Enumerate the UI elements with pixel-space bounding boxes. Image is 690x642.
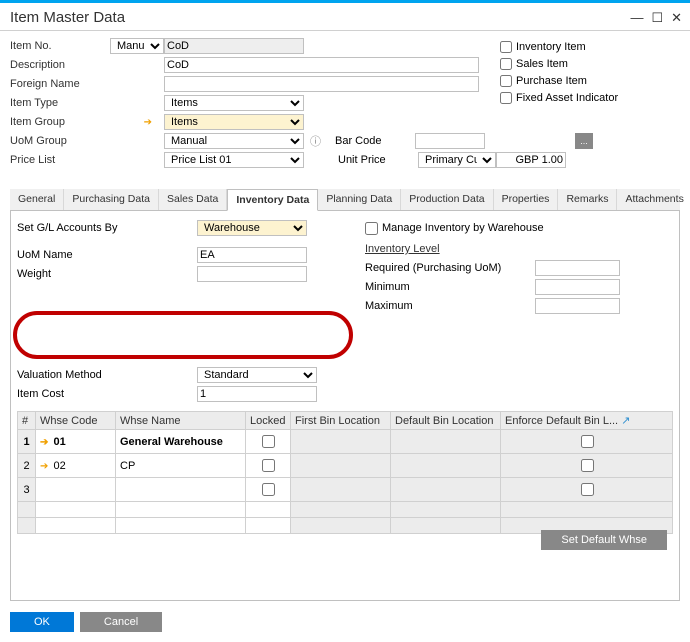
warehouse-grid[interactable]: # Whse Code Whse Name Locked First Bin L… <box>17 411 673 534</box>
foreign-name-input[interactable] <box>164 76 479 92</box>
tab-purchasing[interactable]: Purchasing Data <box>64 189 159 210</box>
item-cost-label: Item Cost <box>17 388 197 400</box>
item-type-label: Item Type <box>10 97 110 109</box>
minimize-icon[interactable]: — <box>630 10 643 26</box>
locked-checkbox[interactable] <box>262 483 275 496</box>
item-group-label: Item Group <box>10 116 110 128</box>
item-flags: Inventory Item Sales Item Purchase Item … <box>500 39 618 107</box>
tab-attachments[interactable]: Attachments <box>617 189 690 210</box>
col-first-bin[interactable]: First Bin Location <box>291 412 391 430</box>
bar-code-input[interactable] <box>415 133 485 149</box>
required-label: Required (Purchasing UoM) <box>365 262 535 274</box>
uom-name-input[interactable] <box>197 247 307 263</box>
table-row[interactable]: 1➔ 01General Warehouse <box>18 430 673 454</box>
col-locked[interactable]: Locked <box>246 412 291 430</box>
uom-group-select[interactable]: Manual <box>164 133 304 149</box>
enforce-bin-checkbox[interactable] <box>581 435 594 448</box>
table-row[interactable]: 3 <box>18 478 673 502</box>
description-label: Description <box>10 59 110 71</box>
weight-input[interactable] <box>197 266 307 282</box>
item-cost-input[interactable] <box>197 386 317 402</box>
tab-planning[interactable]: Planning Data <box>318 189 401 210</box>
sales-item-checkbox[interactable] <box>500 58 512 70</box>
bar-code-label: Bar Code <box>335 135 415 147</box>
col-enforce-bin[interactable]: Enforce Default Bin L... ↗ <box>501 412 673 430</box>
col-whse-code[interactable]: Whse Code <box>36 412 116 430</box>
minimum-input[interactable] <box>535 279 620 295</box>
price-list-select[interactable]: Price List 01 <box>164 152 304 168</box>
cancel-button[interactable]: Cancel <box>80 612 162 632</box>
required-input[interactable] <box>535 260 620 276</box>
info-icon[interactable]: ⓘ <box>310 133 321 149</box>
manage-by-whse-checkbox[interactable] <box>365 222 378 235</box>
tab-general[interactable]: General <box>10 189 64 210</box>
barcode-lookup-button[interactable]: ... <box>575 133 593 149</box>
item-no-mode-select[interactable]: Manual <box>110 38 164 54</box>
ok-button[interactable]: OK <box>10 612 74 632</box>
locked-checkbox[interactable] <box>262 459 275 472</box>
link-arrow-icon[interactable]: ➔ <box>144 117 152 128</box>
table-row[interactable]: 2➔ 02CP <box>18 454 673 478</box>
titlebar: Item Master Data — ☐ ✕ <box>0 3 690 31</box>
enforce-bin-checkbox[interactable] <box>581 459 594 472</box>
highlight-annotation <box>13 311 353 359</box>
window-title: Item Master Data <box>10 9 125 26</box>
unit-price-label: Unit Price <box>338 154 418 166</box>
set-gl-select[interactable]: Warehouse <box>197 220 307 236</box>
set-gl-label: Set G/L Accounts By <box>17 222 197 234</box>
expand-grid-icon[interactable]: ↗ <box>621 415 630 427</box>
inventory-item-checkbox[interactable] <box>500 41 512 53</box>
unit-price-input[interactable] <box>496 152 566 168</box>
tab-properties[interactable]: Properties <box>494 189 559 210</box>
price-list-label: Price List <box>10 154 110 166</box>
tab-inventory[interactable]: Inventory Data <box>227 189 318 211</box>
col-whse-name[interactable]: Whse Name <box>116 412 246 430</box>
inventory-level-heading: Inventory Level <box>365 243 673 255</box>
maximum-label: Maximum <box>365 300 535 312</box>
locked-checkbox[interactable] <box>262 435 275 448</box>
item-no-input[interactable] <box>164 38 304 54</box>
purchase-item-checkbox[interactable] <box>500 75 512 87</box>
close-icon[interactable]: ✕ <box>671 10 682 26</box>
link-arrow-icon[interactable]: ➔ <box>40 437 48 448</box>
item-no-label: Item No. <box>10 40 110 52</box>
manage-by-whse-label: Manage Inventory by Warehouse <box>382 222 544 234</box>
tab-remarks[interactable]: Remarks <box>558 189 617 210</box>
foreign-name-label: Foreign Name <box>10 78 110 90</box>
item-type-select[interactable]: Items <box>164 95 304 111</box>
valuation-method-select[interactable]: Standard <box>197 367 317 383</box>
tab-sales[interactable]: Sales Data <box>159 189 227 210</box>
tab-strip: General Purchasing Data Sales Data Inven… <box>10 189 680 211</box>
valuation-method-label: Valuation Method <box>17 369 197 381</box>
fixed-asset-checkbox[interactable] <box>500 92 512 104</box>
maximum-input[interactable] <box>535 298 620 314</box>
uom-name-label: UoM Name <box>17 249 197 261</box>
col-default-bin[interactable]: Default Bin Location <box>391 412 501 430</box>
tab-body: Set G/L Accounts By Warehouse UoM Name W… <box>10 211 680 601</box>
link-arrow-icon[interactable]: ➔ <box>40 461 48 472</box>
uom-group-label: UoM Group <box>10 135 110 147</box>
unit-price-currency-select[interactable]: Primary Curre <box>418 152 496 168</box>
set-default-whse-button[interactable]: Set Default Whse <box>541 530 667 550</box>
weight-label: Weight <box>17 268 197 280</box>
maximize-icon[interactable]: ☐ <box>651 10 663 26</box>
col-num[interactable]: # <box>18 412 36 430</box>
minimum-label: Minimum <box>365 281 535 293</box>
description-input[interactable] <box>164 57 479 73</box>
item-group-select[interactable]: Items <box>164 114 304 130</box>
tab-production[interactable]: Production Data <box>401 189 493 210</box>
enforce-bin-checkbox[interactable] <box>581 483 594 496</box>
